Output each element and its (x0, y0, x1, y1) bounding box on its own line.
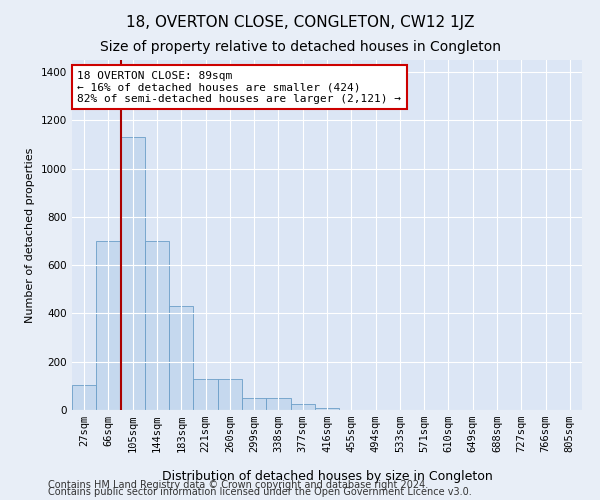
Bar (193, 378, 218, 410)
Bar (121, 137, 145, 410)
Y-axis label: Number of detached properties: Number of detached properties (25, 148, 35, 322)
Bar (145, 241, 169, 410)
Bar (169, 306, 193, 410)
Text: 18, OVERTON CLOSE, CONGLETON, CW12 1JZ: 18, OVERTON CLOSE, CONGLETON, CW12 1JZ (126, 15, 474, 30)
Bar (96, 241, 121, 410)
Bar (72, 384, 96, 410)
Text: Contains HM Land Registry data © Crown copyright and database right 2024.: Contains HM Land Registry data © Crown c… (48, 480, 428, 490)
Bar (315, 408, 339, 410)
Bar (242, 398, 266, 410)
Bar (266, 398, 290, 410)
Bar (290, 404, 315, 410)
Bar (218, 378, 242, 410)
Text: 18 OVERTON CLOSE: 89sqm
← 16% of detached houses are smaller (424)
82% of semi-d: 18 OVERTON CLOSE: 89sqm ← 16% of detache… (77, 70, 401, 104)
Text: Contains public sector information licensed under the Open Government Licence v3: Contains public sector information licen… (48, 487, 472, 497)
Text: Size of property relative to detached houses in Congleton: Size of property relative to detached ho… (100, 40, 500, 54)
Text: Distribution of detached houses by size in Congleton: Distribution of detached houses by size … (161, 470, 493, 483)
